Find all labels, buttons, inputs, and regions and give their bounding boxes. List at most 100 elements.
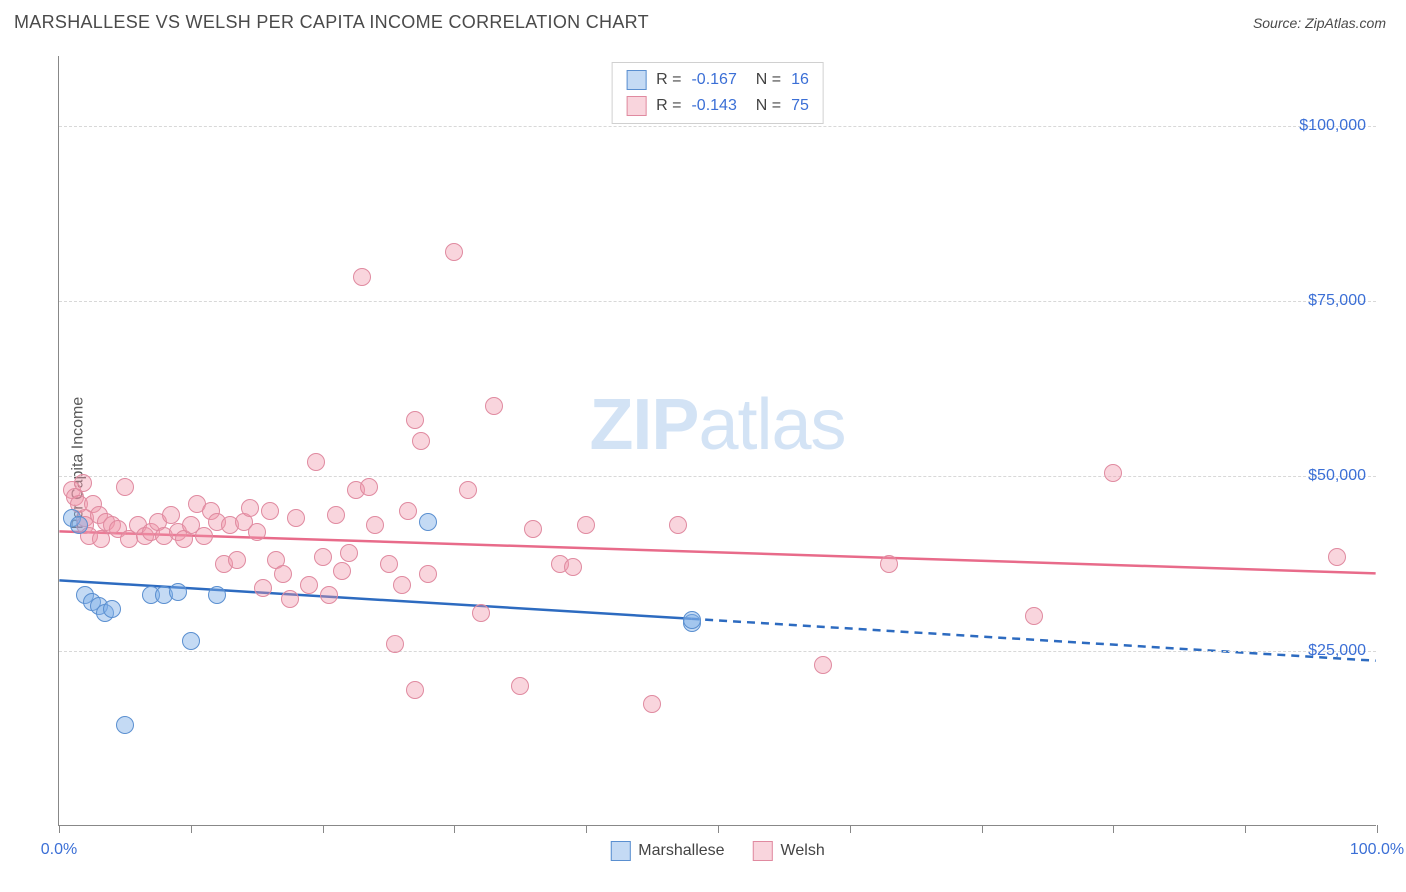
point-welsh <box>287 509 305 527</box>
point-welsh <box>485 397 503 415</box>
point-welsh <box>669 516 687 534</box>
point-welsh <box>327 506 345 524</box>
point-welsh <box>386 635 404 653</box>
point-welsh <box>406 681 424 699</box>
plot-area: ZIPatlas R = -0.167 N = 16 R = -0.143 N … <box>58 56 1376 826</box>
x-tick <box>454 825 455 833</box>
point-welsh <box>254 579 272 597</box>
point-welsh <box>241 499 259 517</box>
point-marshallese <box>208 586 226 604</box>
point-welsh <box>195 527 213 545</box>
legend-n-welsh: 75 <box>791 93 809 119</box>
legend-item-marshallese: Marshallese <box>610 841 724 861</box>
point-welsh <box>399 502 417 520</box>
grid-line <box>59 301 1376 302</box>
point-welsh <box>814 656 832 674</box>
point-welsh <box>314 548 332 566</box>
legend-label-welsh: Welsh <box>781 842 825 860</box>
point-welsh <box>162 506 180 524</box>
y-tick-label: $75,000 <box>1308 292 1366 310</box>
x-tick-label: 100.0% <box>1350 841 1404 859</box>
legend-r-label: R = <box>656 67 681 93</box>
point-marshallese <box>169 583 187 601</box>
watermark-light: atlas <box>698 385 845 465</box>
x-tick <box>1113 825 1114 833</box>
x-tick <box>982 825 983 833</box>
chart-title: MARSHALLESE VS WELSH PER CAPITA INCOME C… <box>14 12 649 33</box>
point-welsh <box>228 551 246 569</box>
grid-line <box>59 126 1376 127</box>
point-welsh <box>393 576 411 594</box>
point-welsh <box>880 555 898 573</box>
point-welsh <box>281 590 299 608</box>
x-tick <box>718 825 719 833</box>
point-marshallese <box>70 516 88 534</box>
x-tick <box>850 825 851 833</box>
legend-r-label: R = <box>656 93 681 119</box>
point-welsh <box>406 411 424 429</box>
point-welsh <box>274 565 292 583</box>
legend-series: Marshallese Welsh <box>610 841 824 861</box>
legend-swatch-welsh <box>626 96 646 116</box>
point-welsh <box>459 481 477 499</box>
x-tick <box>586 825 587 833</box>
point-welsh <box>366 516 384 534</box>
x-tick <box>1245 825 1246 833</box>
point-welsh <box>340 544 358 562</box>
y-tick-label: $25,000 <box>1308 642 1366 660</box>
point-welsh <box>445 243 463 261</box>
legend-r-marshallese: -0.167 <box>691 67 736 93</box>
point-welsh <box>1025 607 1043 625</box>
watermark-bold: ZIP <box>589 385 698 465</box>
point-welsh <box>116 478 134 496</box>
point-marshallese <box>683 611 701 629</box>
source-label: Source: ZipAtlas.com <box>1253 15 1386 31</box>
point-marshallese <box>419 513 437 531</box>
legend-n-label: N = <box>747 67 781 93</box>
watermark: ZIPatlas <box>589 384 845 466</box>
x-tick-label: 0.0% <box>41 841 77 859</box>
point-marshallese <box>103 600 121 618</box>
point-welsh <box>353 268 371 286</box>
header: MARSHALLESE VS WELSH PER CAPITA INCOME C… <box>0 0 1406 41</box>
y-tick-label: $100,000 <box>1299 117 1366 135</box>
x-tick <box>191 825 192 833</box>
chart: Per Capita Income ZIPatlas R = -0.167 N … <box>14 44 1392 882</box>
point-welsh <box>419 565 437 583</box>
point-welsh <box>300 576 318 594</box>
legend-swatch-welsh-icon <box>753 841 773 861</box>
point-welsh <box>524 520 542 538</box>
x-tick <box>1377 825 1378 833</box>
point-welsh <box>307 453 325 471</box>
legend-swatch-marshallese <box>626 70 646 90</box>
legend-correlation: R = -0.167 N = 16 R = -0.143 N = 75 <box>611 62 824 124</box>
legend-item-welsh: Welsh <box>753 841 825 861</box>
point-welsh <box>643 695 661 713</box>
point-welsh <box>261 502 279 520</box>
legend-n-marshallese: 16 <box>791 67 809 93</box>
point-welsh <box>1104 464 1122 482</box>
legend-label-marshallese: Marshallese <box>638 842 724 860</box>
x-tick <box>323 825 324 833</box>
grid-line <box>59 651 1376 652</box>
point-marshallese <box>116 716 134 734</box>
grid-line <box>59 476 1376 477</box>
point-welsh <box>412 432 430 450</box>
legend-row-welsh: R = -0.143 N = 75 <box>626 93 809 119</box>
point-welsh <box>564 558 582 576</box>
point-welsh <box>380 555 398 573</box>
point-welsh <box>472 604 490 622</box>
point-welsh <box>248 523 266 541</box>
point-welsh <box>360 478 378 496</box>
legend-row-marshallese: R = -0.167 N = 16 <box>626 67 809 93</box>
point-marshallese <box>182 632 200 650</box>
point-welsh <box>577 516 595 534</box>
point-welsh <box>333 562 351 580</box>
legend-n-label: N = <box>747 93 781 119</box>
point-welsh <box>511 677 529 695</box>
trend-lines <box>59 56 1376 825</box>
point-welsh <box>320 586 338 604</box>
point-welsh <box>1328 548 1346 566</box>
point-welsh <box>74 474 92 492</box>
legend-swatch-marshallese-icon <box>610 841 630 861</box>
